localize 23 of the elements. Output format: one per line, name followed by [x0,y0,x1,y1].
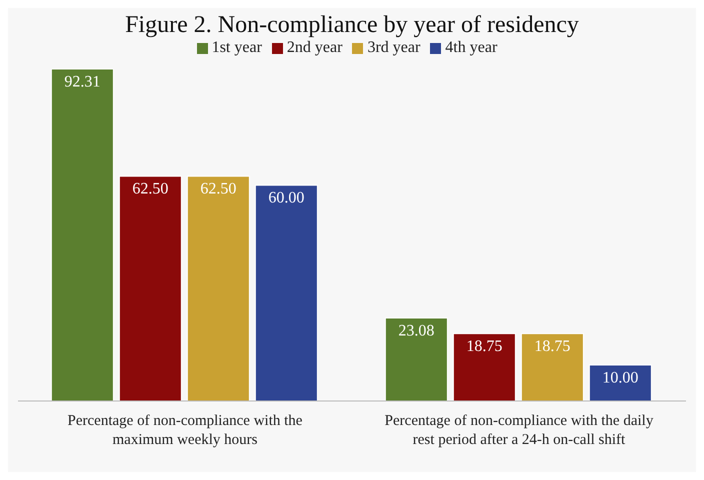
bar [588,364,652,401]
bar [50,69,114,401]
x-tick-label: Percentage of non-compliance with the maximum weekly hours [68,413,303,448]
bar [186,176,250,401]
bar [118,176,182,401]
data-label: 18.75 [534,338,570,355]
data-label: 92.31 [64,73,100,90]
legend-label: 4th year [445,39,498,56]
data-label: 18.75 [466,338,502,355]
data-label: 60.00 [268,190,304,207]
bar [384,317,448,401]
chart-title: Figure 2. Non-compliance by year of residency [124,11,580,39]
bar [520,333,584,401]
data-label: 23.08 [398,322,434,340]
bar [254,184,318,401]
legend-label: 2nd year [286,39,342,56]
legend-label: 3rd year [367,39,420,56]
legend-label: 1st year [212,39,262,56]
data-label: 62.50 [200,180,236,198]
data-label: 10.00 [602,369,638,386]
x-tick-label: Percentage of non-compliance with the daily rest period after a 24-h on-call shift [384,413,654,448]
bar [452,333,516,401]
data-label: 62.50 [132,180,168,198]
